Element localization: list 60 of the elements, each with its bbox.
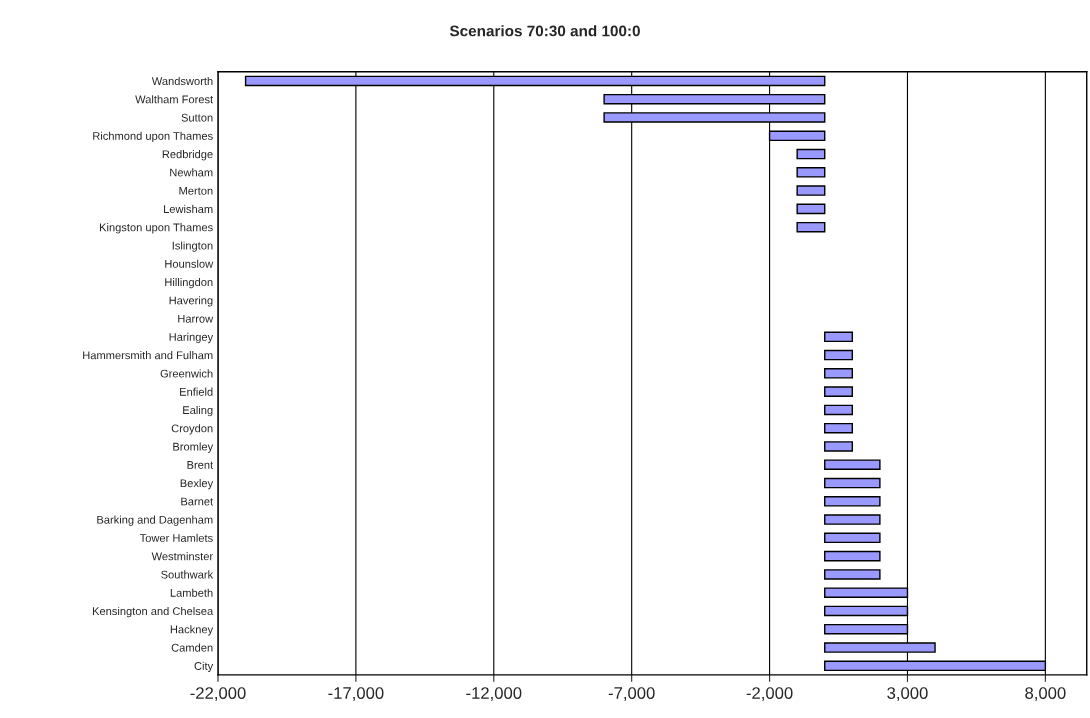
y-tick-label: Bexley [180,478,214,490]
y-tick-label: Brent [187,461,214,469]
bar [824,386,854,397]
y-tick-label: City [194,661,214,673]
bar [824,422,854,434]
y-tick-label: Enfield [180,387,213,396]
y-tick-label: Kingston upon Thames [99,223,213,234]
bar [824,441,854,452]
y-tick-label: Islington [172,241,213,252]
y-tick-label: Merton [179,186,213,195]
y-tick-label: Ealing [183,405,213,417]
bar [824,404,854,416]
bar [824,331,854,343]
x-tick-label: -7,000 [608,687,655,701]
bar [796,167,826,178]
y-tick-label: Hammersmith and Fulham [83,351,213,360]
bar [824,569,881,580]
bar [824,477,881,489]
bar [824,550,881,562]
y-tick-label: Richmond upon Thames [93,131,213,143]
y-tick-label: Tower Hamlets [139,533,213,542]
y-tick-label: Bromley [173,442,214,453]
x-tick-label: 8,000 [1025,687,1066,701]
y-tick-label: Kensington and Chelsea [92,606,214,618]
bar [824,496,881,507]
y-tick-label: Lambeth [170,588,213,597]
y-tick-label: Haringey [169,332,214,344]
y-tick-label: Greenwich [160,369,213,378]
x-tick-label: -12,000 [466,687,522,701]
chart-title: Scenarios 70:30 and 100:0 [449,25,640,37]
bar [824,349,854,361]
bar [796,203,826,215]
bar [824,532,881,544]
y-tick-label: Redbridge [162,150,213,161]
x-tick-label: -2,000 [746,687,793,701]
y-tick-label: Westminster [151,552,213,561]
y-tick-label: Hounslow [165,259,214,268]
y-tick-label: Havering [169,296,213,307]
y-tick-label: Waltham Forest [135,95,214,104]
bar [824,368,854,379]
bar [796,221,826,233]
x-tick-label: 3,000 [887,687,928,701]
bar [824,459,881,471]
bar [824,514,881,525]
x-tick-label: -22,000 [190,687,246,701]
y-tick-label: Barking and Dagenham [97,515,213,526]
x-tick-label: -17,000 [328,687,384,701]
y-tick-label: Harrow [178,314,214,323]
bar [796,185,826,196]
bar [796,148,826,160]
y-tick-label: Camden [171,643,213,652]
y-tick-label: Sutton [181,113,213,122]
y-tick-label: Southwark [161,570,214,579]
y-tick-label: Lewisham [164,204,213,214]
y-tick-label: Croydon [171,424,213,435]
y-tick-label: Wandsworth [151,76,213,86]
y-tick-label: Hillingdon [165,277,213,289]
y-tick-label: Barnet [181,497,214,506]
y-tick-label: Newham [170,168,213,177]
y-tick-label: Hackney [170,625,214,636]
